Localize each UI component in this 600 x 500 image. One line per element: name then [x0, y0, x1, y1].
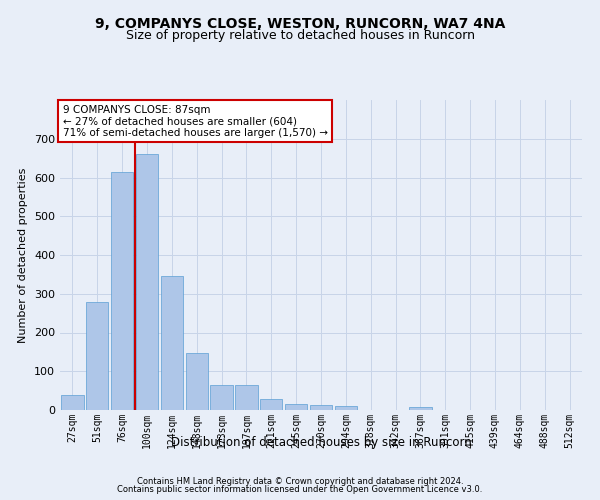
Text: Contains public sector information licensed under the Open Government Licence v3: Contains public sector information licen… [118, 486, 482, 494]
Text: 9 COMPANYS CLOSE: 87sqm
← 27% of detached houses are smaller (604)
71% of semi-d: 9 COMPANYS CLOSE: 87sqm ← 27% of detache… [62, 104, 328, 138]
Bar [86, 302, 109, 410]
Bar [185, 352, 208, 410]
Bar [285, 404, 307, 410]
Bar [310, 406, 332, 410]
Bar [161, 276, 183, 410]
Bar [409, 407, 431, 410]
Bar [111, 172, 133, 410]
Y-axis label: Number of detached properties: Number of detached properties [19, 168, 28, 342]
Bar [211, 385, 233, 410]
Bar [260, 399, 283, 410]
Bar [61, 394, 83, 410]
Bar [136, 154, 158, 410]
Text: Size of property relative to detached houses in Runcorn: Size of property relative to detached ho… [125, 29, 475, 42]
Bar [235, 385, 257, 410]
Text: Contains HM Land Registry data © Crown copyright and database right 2024.: Contains HM Land Registry data © Crown c… [137, 476, 463, 486]
Text: 9, COMPANYS CLOSE, WESTON, RUNCORN, WA7 4NA: 9, COMPANYS CLOSE, WESTON, RUNCORN, WA7 … [95, 18, 505, 32]
Text: Distribution of detached houses by size in Runcorn: Distribution of detached houses by size … [170, 436, 472, 449]
Bar [335, 406, 357, 410]
